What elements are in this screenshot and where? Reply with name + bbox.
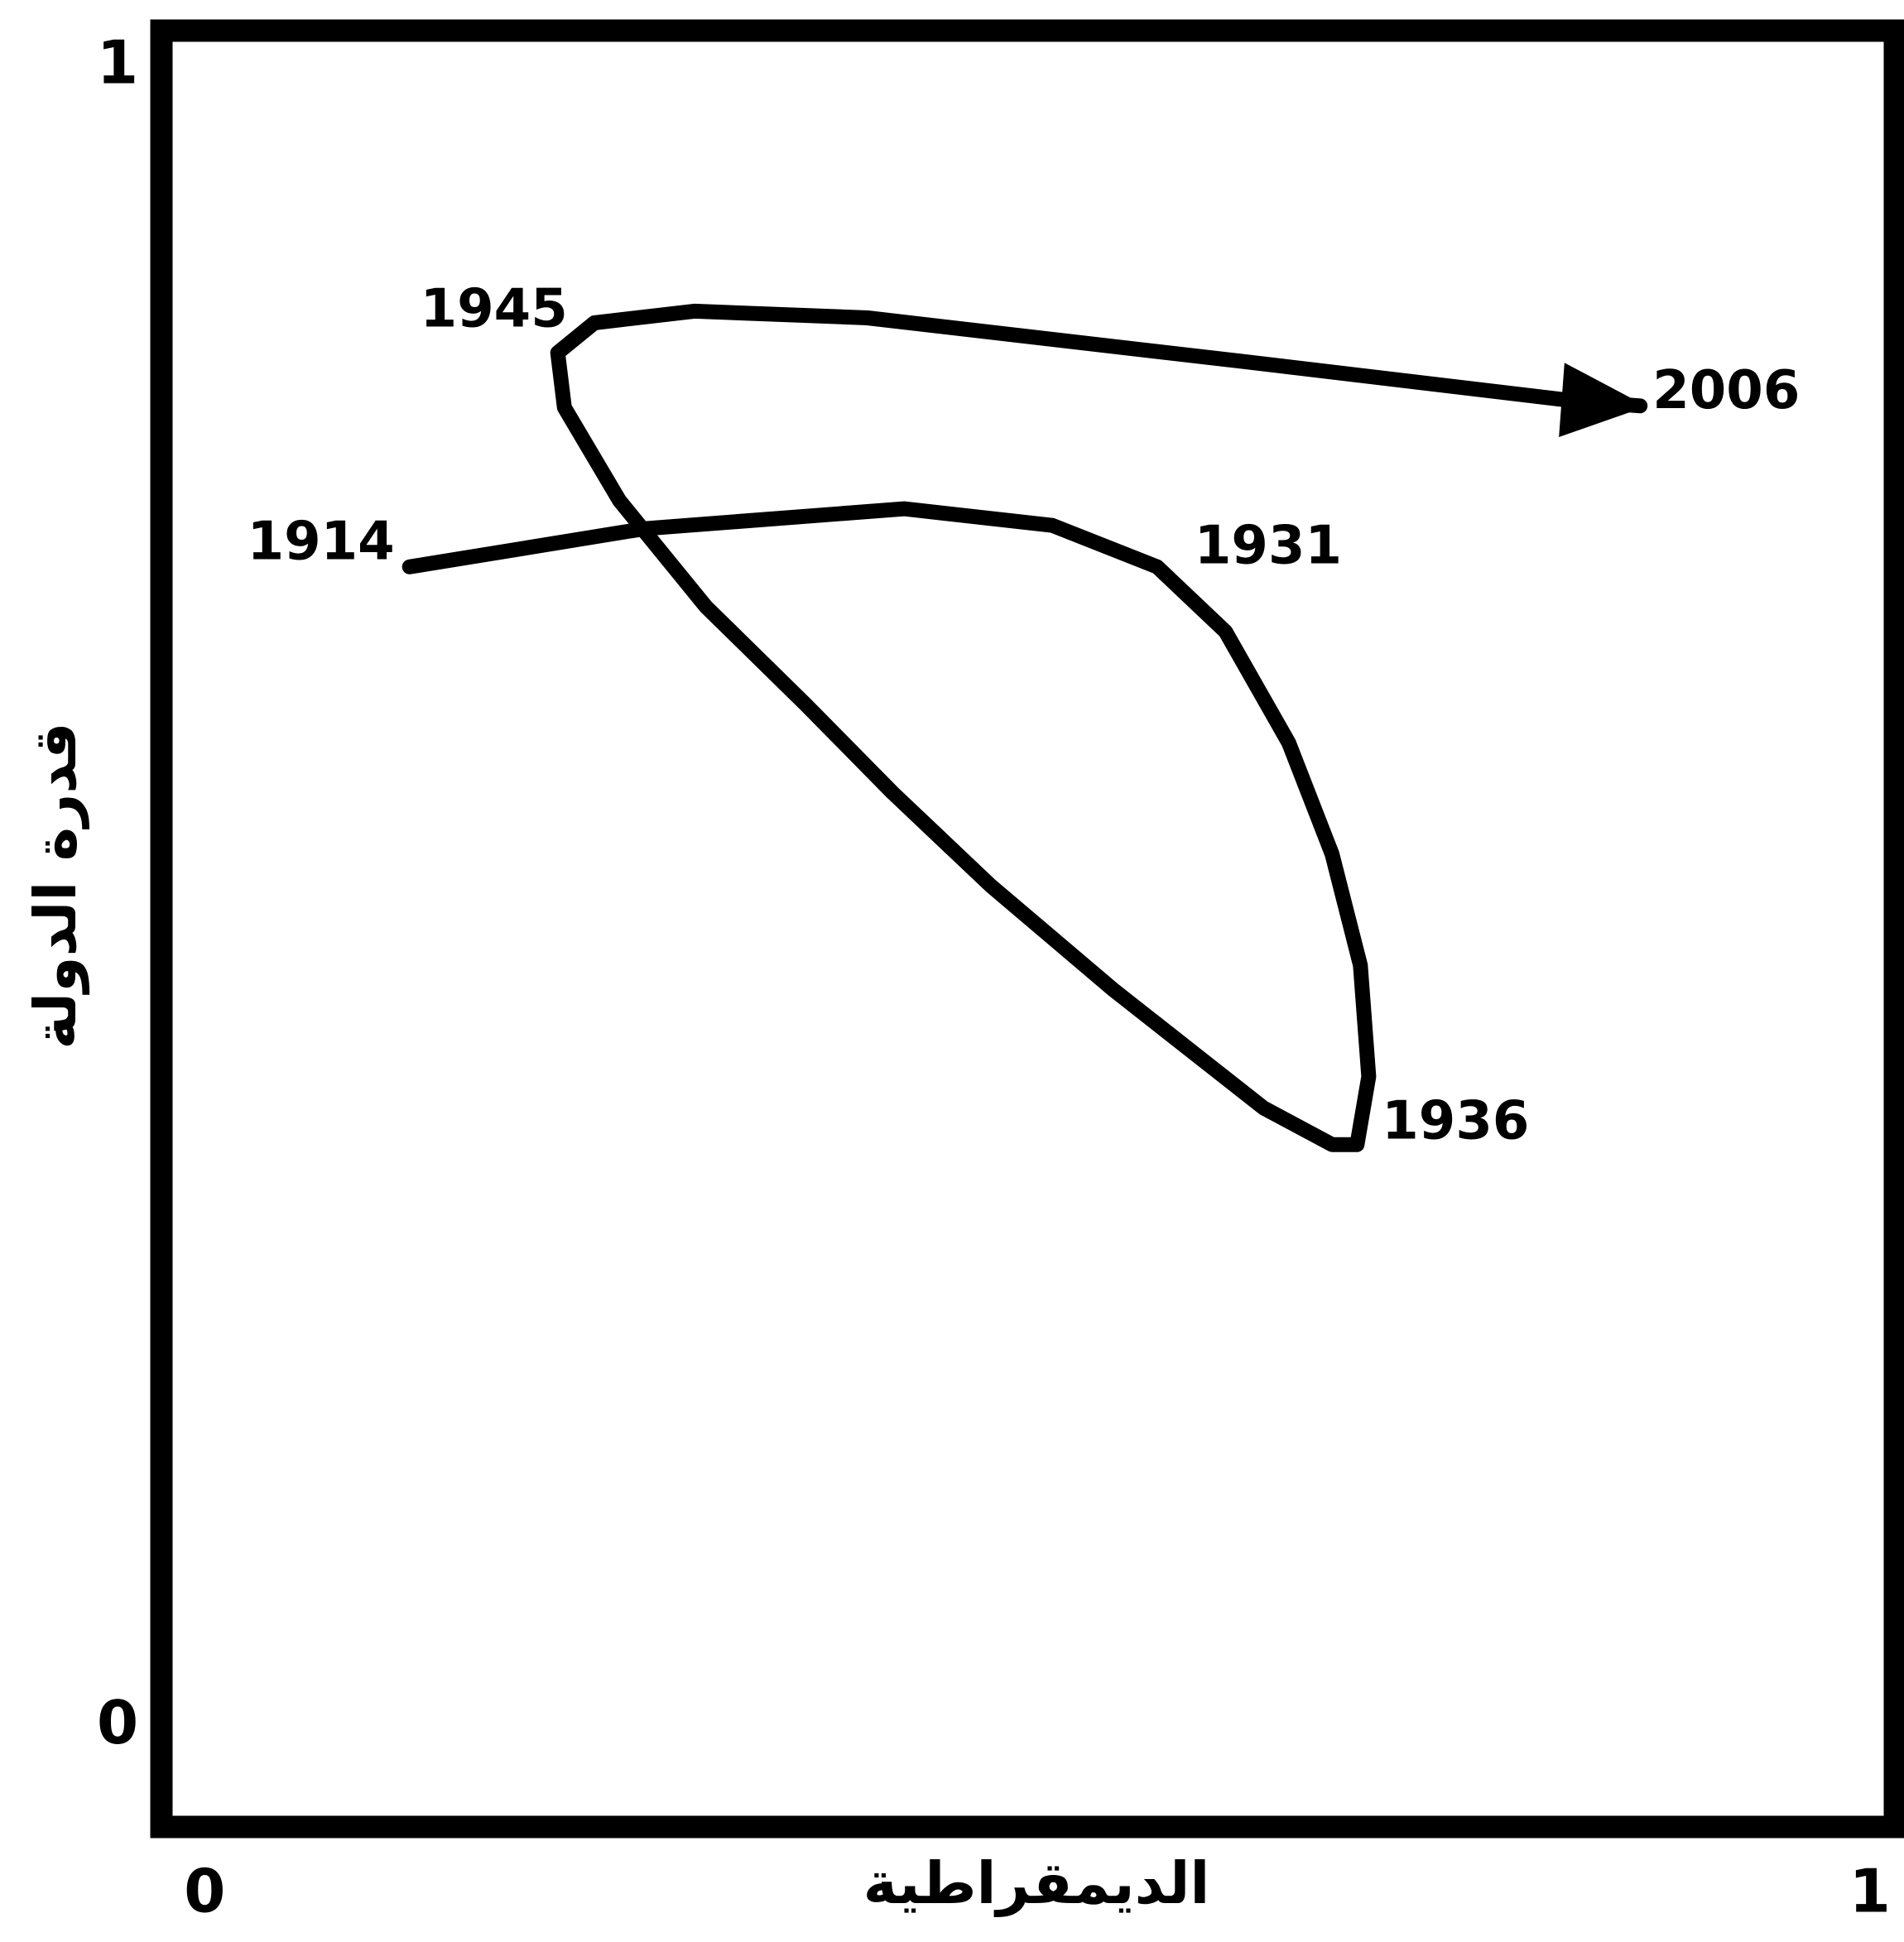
y-tick-label: 1 bbox=[97, 28, 138, 98]
year-label: 1914 bbox=[248, 511, 395, 572]
x-tick-label: 0 bbox=[184, 1857, 225, 1926]
plot-frame bbox=[150, 19, 1904, 1839]
year-label: 2006 bbox=[1652, 360, 1800, 421]
y-tick-label: 0 bbox=[97, 1688, 138, 1757]
trajectory-line bbox=[401, 303, 1648, 1152]
year-label: 1931 bbox=[1195, 515, 1342, 576]
arrowhead bbox=[1559, 363, 1647, 438]
x-tick-label: 1 bbox=[1849, 1857, 1891, 1926]
y-axis-title: قدرة الدولة bbox=[22, 722, 89, 1049]
year-label: 1936 bbox=[1382, 1090, 1529, 1151]
x-axis-title: الديمقراطية bbox=[863, 1849, 1210, 1917]
year-label: 1945 bbox=[421, 279, 568, 340]
